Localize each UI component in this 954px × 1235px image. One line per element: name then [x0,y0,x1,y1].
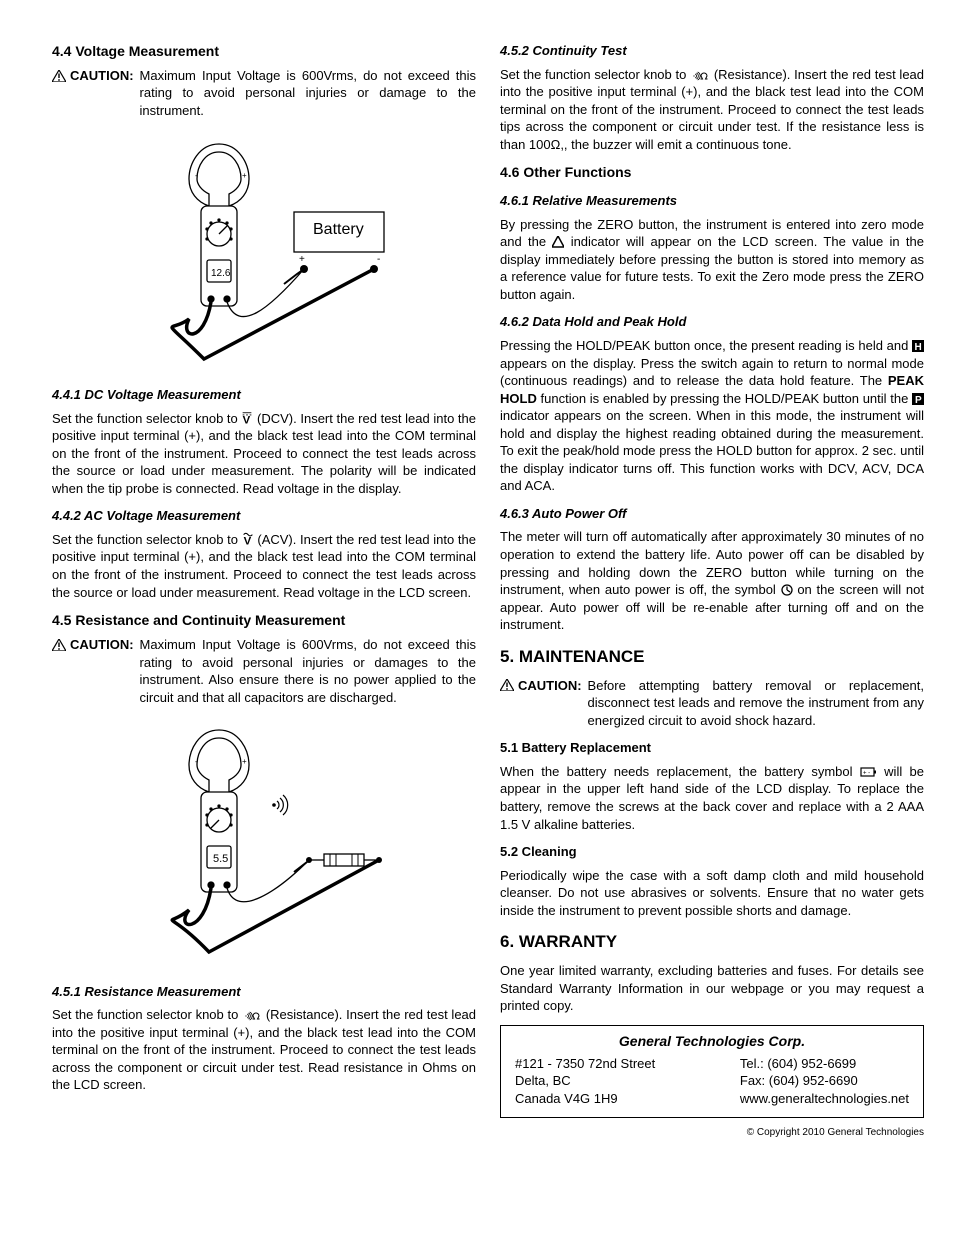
heading-4-5: 4.5 Resistance and Continuity Measuremen… [52,611,476,630]
figure-resistance: 5.5 - + [52,720,476,965]
copyright: © Copyright 2010 General Technologies [500,1126,924,1140]
ohm-icon [242,1009,262,1021]
heading-4-6-3: 4.6.3 Auto Power Off [500,505,924,523]
heading-5-1: 5.1 Battery Replacement [500,739,924,757]
para-4-5-2: Set the function selector knob to (Resis… [500,66,924,154]
heading-5: 5. MAINTENANCE [500,646,924,669]
right-column: 4.5.2 Continuity Test Set the function s… [500,40,924,1140]
contact-details: Tel.: (604) 952-6699 Fax: (604) 952-6690… [740,1055,909,1108]
para-4-4-1: Set the function selector knob to (DCV).… [52,410,476,498]
para-5-2: Periodically wipe the case with a soft d… [500,867,924,920]
warning-icon [52,639,66,651]
heading-5-2: 5.2 Cleaning [500,843,924,861]
heading-4-6-2: 4.6.2 Data Hold and Peak Hold [500,313,924,331]
para-6: One year limited warranty, excluding bat… [500,962,924,1015]
hold-icon [912,340,924,352]
svg-text:-: - [195,757,198,766]
para-4-6-1: By pressing the ZERO button, the instrum… [500,216,924,304]
battery-label: Battery [313,221,364,238]
caution-4-4: CAUTION: Maximum Input Voltage is 600Vrm… [52,67,476,120]
caution-text: Before attempting battery removal or rep… [588,677,924,730]
para-4-6-3: The meter will turn off automatically af… [500,528,924,633]
figure-voltage: 12.6 - + Battery + - [52,134,476,369]
peak-icon [912,393,924,405]
contact-box: General Technologies Corp. #121 - 7350 7… [500,1025,924,1119]
caution-label: CAUTION: [52,636,134,654]
battery-icon [860,766,877,778]
delta-icon [552,236,564,248]
svg-text:12.6: 12.6 [211,268,231,279]
caution-text: Maximum Input Voltage is 600Vrms, do not… [140,636,476,706]
caution-label: CAUTION: [500,677,582,695]
caution-text: Maximum Input Voltage is 600Vrms, do not… [140,67,476,120]
heading-4-5-1: 4.5.1 Resistance Measurement [52,983,476,1001]
heading-6: 6. WARRANTY [500,931,924,954]
caution-5: CAUTION: Before attempting battery remov… [500,677,924,730]
heading-4-4-1: 4.4.1 DC Voltage Measurement [52,386,476,404]
caution-label: CAUTION: [52,67,134,85]
svg-text:-: - [377,254,380,265]
warning-icon [52,70,66,82]
svg-text:+: + [242,171,247,180]
svg-text:-: - [195,171,198,180]
apo-icon [781,584,793,596]
caution-4-5: CAUTION: Maximum Input Voltage is 600Vrm… [52,636,476,706]
para-5-1: When the battery needs replacement, the … [500,763,924,833]
contact-title: General Technologies Corp. [515,1032,909,1051]
svg-text:5.5: 5.5 [213,853,228,865]
vac-icon [242,532,254,546]
ohm-icon [690,69,710,81]
warning-icon [500,679,514,691]
svg-text:+: + [299,254,305,265]
svg-text:+: + [242,757,247,766]
heading-4-6-1: 4.6.1 Relative Measurements [500,192,924,210]
contact-address: #121 - 7350 72nd Street Delta, BC Canada… [515,1055,655,1108]
heading-4-6: 4.6 Other Functions [500,163,924,182]
left-column: 4.4 Voltage Measurement CAUTION: Maximum… [52,40,476,1140]
heading-4-5-2: 4.5.2 Continuity Test [500,42,924,60]
heading-4-4-2: 4.4.2 AC Voltage Measurement [52,507,476,525]
para-4-4-2: Set the function selector knob to (ACV).… [52,531,476,601]
para-4-5-1: Set the function selector knob to (Resis… [52,1006,476,1094]
vdc-icon [241,411,253,425]
para-4-6-2: Pressing the HOLD/PEAK button once, the … [500,337,924,495]
heading-4-4: 4.4 Voltage Measurement [52,42,476,61]
